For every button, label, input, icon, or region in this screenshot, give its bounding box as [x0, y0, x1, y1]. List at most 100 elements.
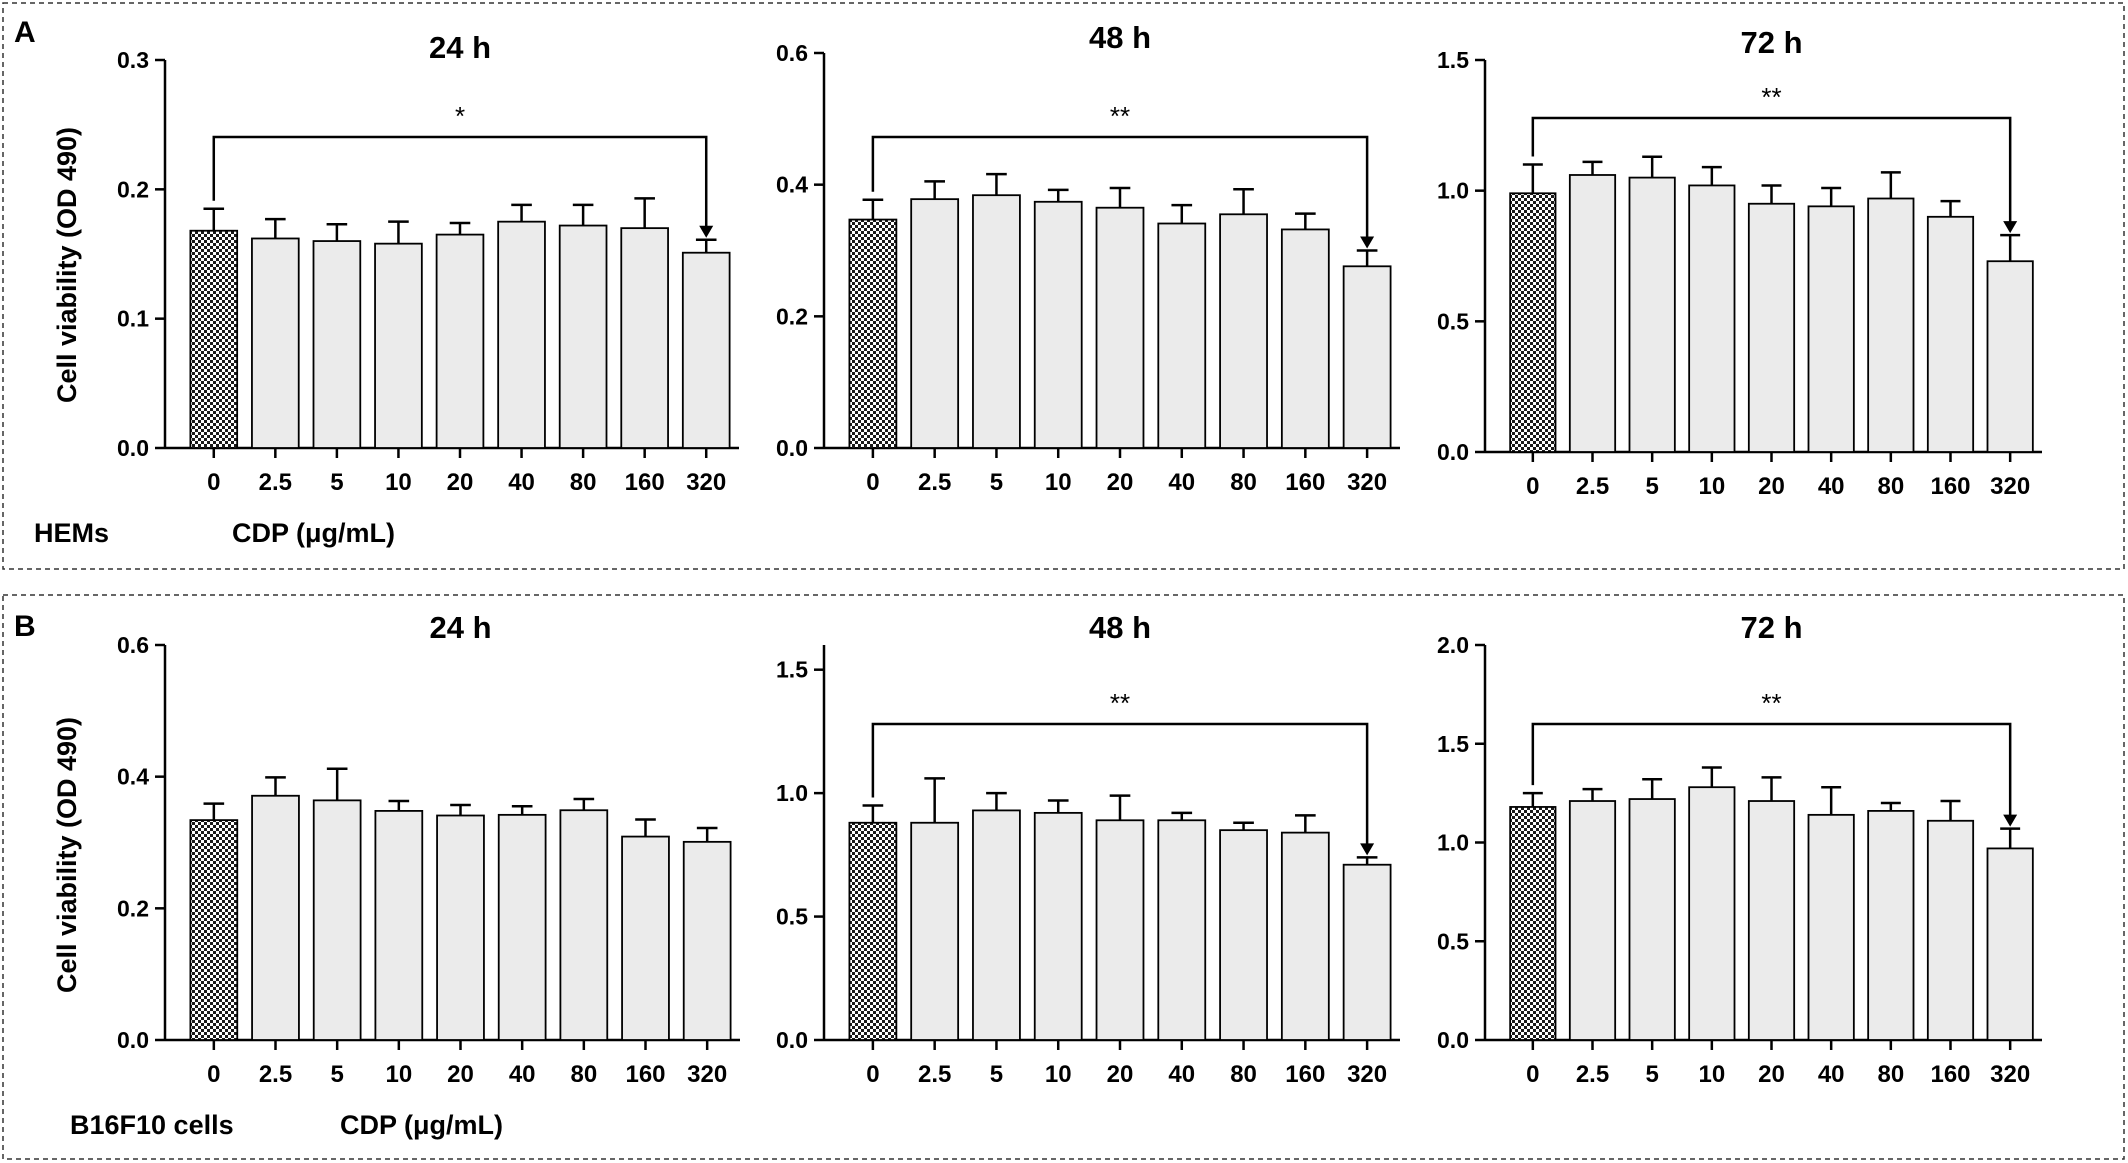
panel-a-cell-label: HEMs	[34, 518, 109, 548]
x-tick-label: 0	[207, 469, 220, 496]
y-tick-label: 0.0	[117, 1027, 149, 1053]
x-tick-label: 320	[1347, 1061, 1387, 1088]
y-tick-label: 0.3	[117, 47, 149, 73]
bar	[1033, 811, 1083, 1041]
y-tick-label: 0.0	[776, 1027, 808, 1053]
x-tick-label: 20	[1107, 469, 1134, 496]
bar	[682, 840, 732, 1041]
bar	[621, 835, 670, 1041]
bar	[1157, 222, 1207, 449]
y-tick-label: 0.6	[117, 632, 149, 658]
x-tick-label: 5	[990, 469, 1003, 496]
x-tick-label: 2.5	[918, 469, 951, 496]
bar	[251, 237, 300, 449]
bar	[1568, 174, 1617, 453]
bar	[681, 251, 731, 449]
chart-title: 24 h	[429, 30, 491, 65]
bar	[1688, 184, 1736, 453]
bar	[1926, 819, 1975, 1041]
x-tick-label: 40	[1168, 469, 1195, 496]
bar	[1280, 831, 1330, 1041]
x-tick-label: 160	[625, 469, 665, 496]
x-tick-label: 80	[1230, 469, 1257, 496]
bar-control	[848, 821, 898, 1041]
significance-arrowhead	[2003, 814, 2018, 827]
panel-b-ylabel: Cell viability (OD 490)	[52, 717, 82, 993]
y-tick-label: 0.0	[1437, 1027, 1469, 1053]
panel-a-frame	[2, 2, 2125, 570]
significance-bracket	[1531, 116, 2012, 228]
x-tick-label: 5	[1645, 473, 1658, 500]
panel-b-xlabel: CDP (μg/mL)	[340, 1110, 503, 1140]
x-tick-label: 40	[509, 1061, 536, 1088]
x-tick-label: 0	[866, 1061, 879, 1088]
x-tick-label: 320	[1990, 1061, 2030, 1088]
chart-title: 72 h	[1740, 25, 1802, 60]
bar	[1747, 800, 1796, 1041]
significance-bracket	[871, 135, 1369, 243]
x-tick-label: 320	[687, 1061, 727, 1088]
x-tick-label: 40	[1818, 1061, 1845, 1088]
x-tick-label: 20	[447, 469, 474, 496]
y-tick-label: 0.5	[1437, 308, 1469, 334]
x-tick-label: 20	[447, 1061, 474, 1088]
chart-a-24h: 24 h 0.0 0.1 0.2 0.3 0 2.5 5 10 20 40 80 160 320 *	[117, 30, 739, 496]
bar	[1747, 202, 1796, 453]
bar	[558, 224, 608, 449]
x-tick-label: 20	[1758, 473, 1785, 500]
bar	[1867, 197, 1915, 453]
bar	[312, 240, 362, 449]
y-tick-label: 1.5	[1437, 731, 1469, 757]
bar	[972, 809, 1021, 1041]
bar	[251, 794, 300, 1041]
bar-control	[1509, 192, 1557, 453]
y-tick-label: 2.0	[1437, 632, 1469, 658]
panel-b-letter: B	[14, 610, 36, 643]
x-tick-label: 5	[330, 1061, 343, 1088]
y-tick-label: 1.5	[1437, 47, 1469, 73]
x-tick-label: 10	[1045, 1061, 1072, 1088]
charts-layer: 24 h 0.0 0.1 0.2 0.3 0 2.5 5 10 20 40 80 160 320 * 48 h…	[117, 20, 2042, 1088]
significance-label: **	[1761, 688, 1781, 718]
y-tick-label: 0.2	[117, 895, 149, 921]
x-tick-label: 160	[1930, 1061, 1970, 1088]
bar	[972, 194, 1021, 449]
x-tick-label: 10	[385, 1061, 412, 1088]
chart-title: 72 h	[1740, 610, 1802, 645]
x-tick-label: 10	[1698, 473, 1725, 500]
x-tick-label: 80	[570, 469, 597, 496]
bar	[1342, 265, 1392, 449]
x-tick-label: 0	[866, 469, 879, 496]
x-tick-label: 80	[1877, 1061, 1904, 1088]
x-tick-label: 80	[1230, 1061, 1257, 1088]
bar	[1095, 819, 1145, 1041]
bar	[1807, 205, 1855, 453]
panel-b-frame	[2, 594, 2125, 1160]
significance-arrowhead	[1360, 236, 1375, 249]
bar	[436, 814, 485, 1041]
bar	[1342, 863, 1392, 1041]
bar	[435, 233, 485, 449]
panel-a-ylabel: Cell viability (OD 490)	[52, 127, 82, 403]
y-tick-label: 0.5	[1437, 928, 1469, 954]
x-tick-label: 5	[330, 469, 343, 496]
bar	[1986, 847, 2034, 1041]
bar	[1807, 813, 1855, 1041]
x-tick-label: 2.5	[259, 1061, 292, 1088]
y-tick-label: 1.5	[776, 657, 808, 683]
bar	[910, 198, 960, 449]
bar	[1867, 810, 1915, 1041]
bar-control	[848, 218, 898, 449]
x-tick-label: 20	[1758, 1061, 1785, 1088]
x-tick-label: 160	[1285, 1061, 1325, 1088]
bar	[374, 810, 424, 1041]
bar	[1280, 228, 1330, 449]
chart-a-48h: 48 h 0.0 0.2 0.4 0.6 0 2.5 5 10 20 40 80 160 320 **	[776, 20, 1400, 496]
x-tick-label: 0	[1526, 1061, 1539, 1088]
significance-bracket	[212, 135, 708, 232]
x-tick-label: 40	[508, 469, 535, 496]
x-tick-label: 40	[1168, 1061, 1195, 1088]
bar	[497, 220, 546, 449]
x-tick-label: 5	[990, 1061, 1003, 1088]
